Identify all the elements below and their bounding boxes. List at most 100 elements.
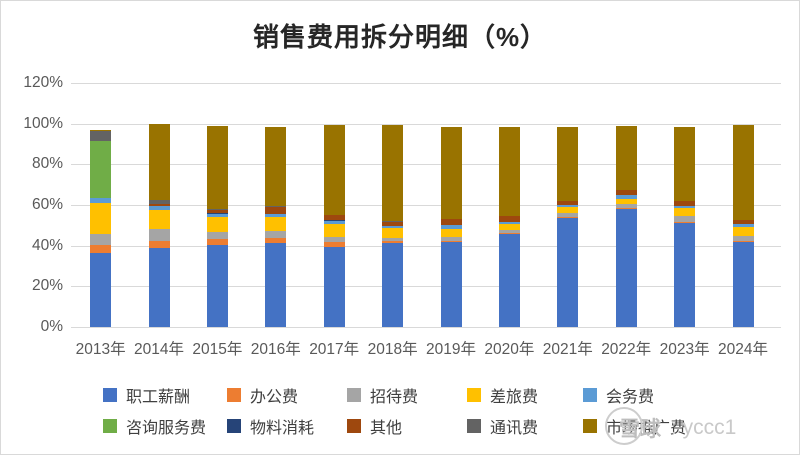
x-tick-label-2018年: 2018年 (367, 341, 418, 358)
legend-swatch-icon (347, 388, 361, 402)
stacked-bar-2018年 (382, 83, 404, 327)
bar-segment-2013年-办公费 (90, 244, 112, 253)
legend-label: 咨询服务费 (126, 420, 207, 437)
stacked-bar-2020年 (498, 83, 520, 327)
bar-segment-2020年-职工薪酬 (498, 234, 520, 327)
bar-segment-2013年-市场推广费 (90, 129, 112, 131)
bar-segment-2017年-其他 (323, 215, 345, 221)
bar-segment-2016年-会务费 (265, 214, 287, 218)
gridline-0 (71, 327, 781, 328)
legend: 职工薪酬 办公费 招待费 差旅费 会务费 咨询服务费 物料消耗 其他 通讯费 市场推广费 (103, 382, 763, 439)
bar-segment-2021年-职工薪酬 (557, 218, 579, 327)
chart-title: 销售费用拆分明细（%） (252, 22, 548, 52)
bar-segment-2022年-其他 (615, 189, 637, 195)
stacked-bar-2017年 (323, 83, 345, 327)
legend-item-其他: 其他 (347, 413, 467, 439)
legend-item-差旅费: 差旅费 (467, 382, 583, 408)
legend-swatch-icon (227, 419, 241, 433)
bar-segment-2017年-差旅费 (323, 224, 345, 237)
y-axis-labels: 0% 20% 40% 60% 80% 100% 120% (1, 74, 63, 335)
bar-segment-2017年-物料消耗 (323, 220, 345, 222)
bar-segment-2021年-市场推广费 (557, 126, 579, 201)
y-tick-label: 100% (23, 114, 63, 132)
x-tick-label-2015年: 2015年 (192, 341, 243, 358)
y-tick-label: 120% (23, 74, 63, 91)
x-tick-label-2024年: 2024年 (718, 341, 768, 358)
bar-segment-2015年-办公费 (206, 238, 228, 245)
bar-segment-2014年-其他 (148, 204, 170, 207)
bar-segment-2019年-差旅费 (440, 229, 462, 237)
stacked-bar-2023年 (674, 83, 696, 327)
x-axis-labels: 2013年 2014年 2015年 2016年 2017年 2018年 2019年 2020年… (71, 337, 781, 359)
y-tick-label: 40% (31, 236, 63, 254)
bar-segment-2019年-职工薪酬 (440, 241, 462, 327)
bar-segment-2017年-职工薪酬 (323, 246, 345, 327)
legend-swatch-icon (467, 419, 481, 433)
bar-segment-2020年-差旅费 (498, 224, 520, 231)
bar-segment-2024年-其他 (732, 220, 754, 225)
legend-swatch-icon (583, 419, 597, 433)
bar-segment-2013年-招待费 (90, 233, 112, 245)
stacked-bar-2016年 (265, 83, 287, 327)
gridline-20 (71, 286, 781, 288)
legend-label: 差旅费 (490, 389, 539, 406)
bar-segment-2018年-市场推广费 (382, 124, 404, 222)
legend-swatch-icon (583, 388, 597, 402)
stacked-bar-2015年 (206, 83, 228, 327)
bar-segment-2021年-差旅费 (557, 207, 579, 214)
bar-segment-2016年-差旅费 (265, 217, 287, 232)
gridline-80 (71, 164, 781, 166)
legend-swatch-icon (467, 388, 481, 402)
legend-label: 招待费 (370, 389, 419, 406)
stacked-bar-2014年 (148, 83, 170, 327)
bar-segment-2013年-咨询服务费 (90, 141, 112, 198)
bar-segment-2013年-通讯费 (90, 130, 112, 141)
y-tick-label: 80% (31, 155, 63, 173)
bar-segment-2023年-会务费 (674, 206, 696, 209)
bar-segment-2018年-会务费 (382, 226, 404, 229)
legend-item-通讯费: 通讯费 (467, 413, 583, 439)
bar-segment-2021年-其他 (557, 200, 579, 206)
bar-segment-2013年-会务费 (90, 197, 112, 203)
bar-segment-2015年-其他 (206, 210, 228, 214)
y-tick-label: 60% (31, 196, 63, 213)
legend-item-招待费: 招待费 (347, 382, 467, 408)
bar-segment-2024年-差旅费 (732, 227, 754, 236)
bar-segment-2019年-市场推广费 (440, 126, 462, 220)
bar-segment-2014年-会务费 (148, 206, 170, 211)
y-tick-label: 0% (40, 318, 63, 335)
bar-segment-2015年-会务费 (206, 214, 228, 218)
bar-segment-2015年-差旅费 (206, 217, 228, 233)
bar-segment-2015年-招待费 (206, 232, 228, 239)
legend-item-职工薪酬: 职工薪酬 (103, 382, 227, 408)
y-tick-label: 20% (31, 277, 63, 295)
watermark-username: : yccc1 (671, 416, 737, 439)
xueqiu-logo-icon: 雪球 (605, 407, 667, 445)
bar-segment-2018年-办公费 (382, 240, 404, 243)
bar-segment-2021年-会务费 (557, 205, 579, 208)
legend-swatch-icon (347, 419, 361, 433)
x-tick-label-2021年: 2021年 (542, 341, 593, 358)
plot-area (71, 83, 781, 328)
bar-segment-2014年-通讯费 (148, 199, 170, 205)
legend-label: 会务费 (606, 389, 655, 406)
gridline-40 (71, 245, 781, 247)
x-tick-label-2022年: 2022年 (601, 341, 652, 358)
bar-segment-2022年-职工薪酬 (615, 209, 637, 327)
bar-segment-2024年-办公费 (732, 240, 754, 242)
legend-item-咨询服务费: 咨询服务费 (103, 413, 227, 439)
bar-segment-2023年-职工薪酬 (674, 223, 696, 327)
bar-segment-2013年-职工薪酬 (90, 252, 112, 327)
bar-segment-2015年-物料消耗 (206, 213, 228, 215)
bar-segment-2023年-差旅费 (674, 208, 696, 217)
bar-segment-2022年-会务费 (615, 194, 637, 199)
stacked-bar-2022年 (615, 83, 637, 327)
bar-segment-2016年-招待费 (265, 231, 287, 238)
x-tick-label-2017年: 2017年 (309, 341, 360, 358)
bar-segment-2016年-职工薪酬 (265, 242, 287, 327)
stacked-bar-2019年 (440, 83, 462, 327)
legend-label: 职工薪酬 (126, 389, 191, 406)
legend-label: 通讯费 (490, 420, 539, 437)
legend-label: 办公费 (250, 389, 299, 406)
